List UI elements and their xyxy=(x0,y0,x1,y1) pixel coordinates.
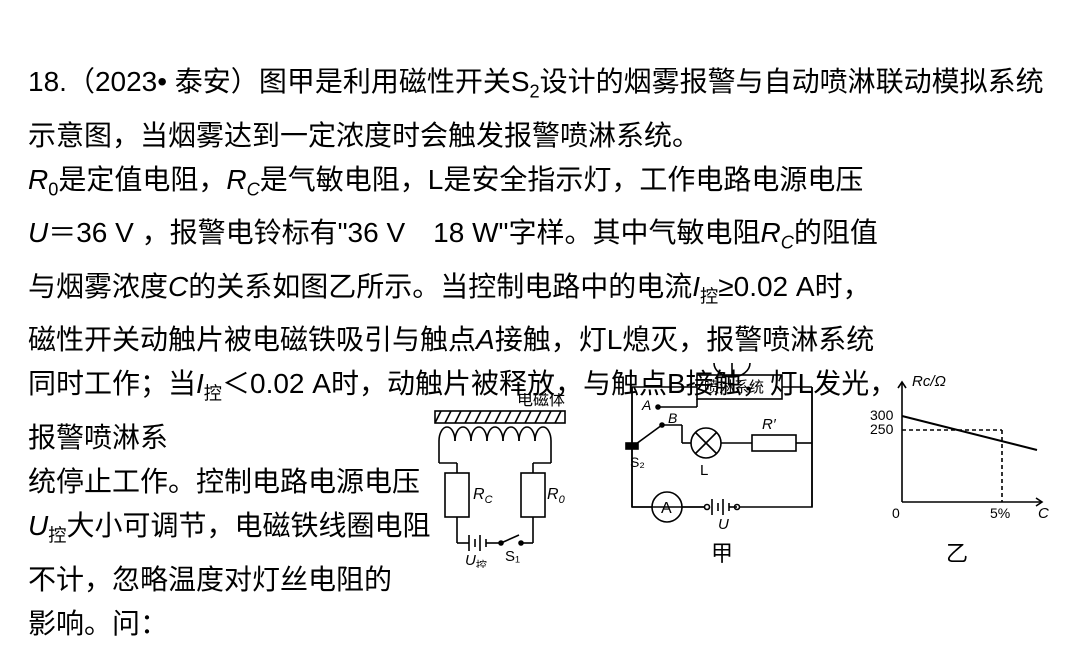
text: 不计，忽略温度对灯丝电阻的 xyxy=(28,564,392,595)
em-title: 电磁体 xyxy=(517,393,565,409)
caption-yi: 乙 xyxy=(862,536,1052,568)
ammeter-label: A xyxy=(661,500,672,517)
sub: 控 xyxy=(204,384,222,404)
wrapped-text: 报警喷淋系 统停止工作。控制电路电源电压 U控大小可调节，电磁铁线圈电阻 不计，… xyxy=(28,416,433,646)
r0-label: R0 xyxy=(547,486,566,506)
ytick-250: 250 xyxy=(870,421,894,437)
text: 接触，灯L熄灭，报警喷淋系统 xyxy=(495,324,875,355)
var-i: I xyxy=(692,271,700,302)
contact-a: A xyxy=(641,397,651,413)
problem-number: 18. xyxy=(28,66,67,97)
spray-label: 喷淋系统 xyxy=(704,379,764,396)
s1-label: S₁ xyxy=(505,548,520,565)
var-i2: I xyxy=(196,368,204,399)
var-c: C xyxy=(168,271,188,302)
sub: C xyxy=(781,233,794,253)
sub: 控 xyxy=(700,286,718,306)
var-r0: R xyxy=(28,164,48,195)
text: 是气敏电阻，L是安全指示灯，工作电路电源电压 xyxy=(260,164,864,195)
working-circuit-diagram: 喷淋系统 A B S₂ xyxy=(612,357,832,568)
text: 的阻值 xyxy=(794,217,878,248)
u-ctrl-label: U控 xyxy=(465,552,487,568)
text: 设计的烟雾报警与自动喷淋 xyxy=(540,66,876,97)
text: ≥0.02 A时， xyxy=(718,271,870,302)
text: 是定值电阻， xyxy=(58,164,226,195)
text: 的关系如图乙所示。当控制电路中的电流 xyxy=(188,271,692,302)
var-rc2: R xyxy=(760,217,780,248)
var-u: U xyxy=(28,217,48,248)
var-rc: R xyxy=(226,164,246,195)
caption-jia: 甲 xyxy=(612,536,832,568)
text: 报警喷淋系 xyxy=(28,422,168,453)
origin-0: 0 xyxy=(892,505,900,521)
control-circuit-diagram: 电磁体 xyxy=(417,393,582,568)
x-axis-label: C xyxy=(1038,505,1049,522)
sub: 0 xyxy=(48,179,58,199)
text: 大小可调节，电磁铁线圈电阻 xyxy=(66,510,430,541)
figures-row: 电磁体 xyxy=(417,357,1052,568)
text: 影响。问： xyxy=(28,608,168,639)
text: 磁性开关动触片被电磁铁吸引与触点 xyxy=(28,324,476,355)
contact-b: B xyxy=(668,410,677,426)
problem-page: 18.（2023• 泰安）图甲是利用磁性开关S2设计的烟雾报警与自动喷淋联动模拟… xyxy=(0,0,1080,608)
text: ＝36 V ，报警电铃标有"36 V 18 W"字样。其中气敏电阻 xyxy=(48,217,760,248)
rc-c-chart: Rᴄ/Ω 300 250 5% 0 C 乙 xyxy=(862,372,1052,568)
text: 与烟雾浓度 xyxy=(28,271,168,302)
rc-label: RC xyxy=(473,486,493,506)
sub: 2 xyxy=(530,82,540,102)
text: 同时工作；当 xyxy=(28,368,196,399)
lamp-label: L xyxy=(700,462,708,479)
u-label: U xyxy=(718,516,729,532)
rprime-label: R′ xyxy=(762,416,777,433)
var-u2: U xyxy=(28,510,48,541)
sub: C xyxy=(247,179,260,199)
problem-source: （2023• 泰安） xyxy=(67,66,259,97)
y-axis-label: Rᴄ/Ω xyxy=(912,373,946,390)
text: 统停止工作。控制电路电源电压 xyxy=(28,466,420,497)
sub: 控 xyxy=(48,526,66,546)
xtick-5pct: 5% xyxy=(990,505,1010,521)
text: 图甲是利用磁性开关S xyxy=(259,66,530,97)
var-a: A xyxy=(476,324,495,355)
